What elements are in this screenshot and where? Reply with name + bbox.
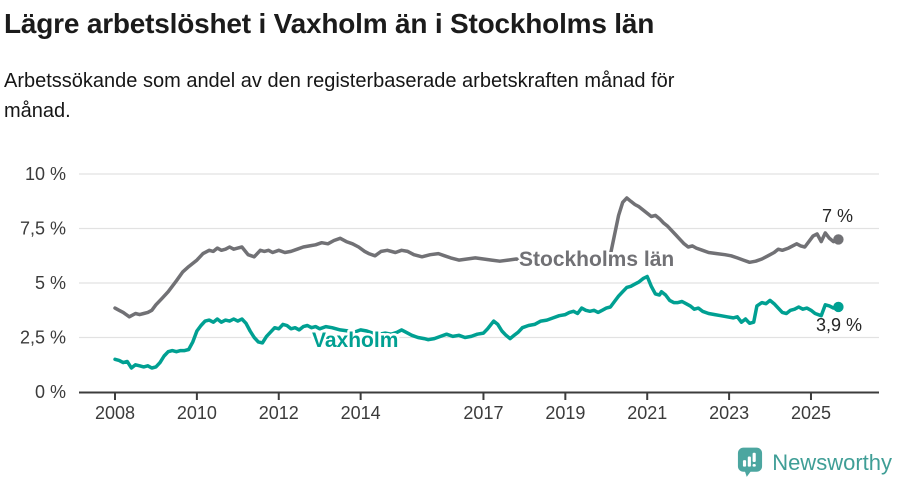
x-axis-label: 2025 [791, 403, 831, 423]
x-axis-label: 2008 [95, 403, 135, 423]
series-line-vaxholm [113, 274, 841, 370]
x-axis-label: 2014 [341, 403, 381, 423]
y-axis-label: 7,5 % [20, 219, 66, 239]
brand-name: Newsworthy [772, 449, 892, 475]
series-label-vaxholm: Vaxholm [312, 329, 398, 352]
unemployment-line-chart: 2008 2010 2012 2014 2017 2019 2021 2023 2025 0 % 2… [20, 164, 879, 423]
y-axis-label: 0 % [35, 382, 66, 402]
x-axis-label: 2010 [177, 403, 217, 423]
series-end-value-vaxholm: 3,9 % [816, 315, 862, 335]
x-axis-label: 2021 [627, 403, 667, 423]
page-title: Lägre arbetslöshet i Vaxholm än i Stockh… [4, 8, 655, 39]
x-axis-label: 2017 [463, 403, 503, 423]
chart-header: Lägre arbetslöshet i Vaxholm än i Stockh… [0, 8, 900, 126]
y-axis-label: 2,5 % [20, 328, 66, 348]
newsworthy-logo-icon [738, 447, 763, 477]
y-axis-label: 10 % [25, 164, 66, 184]
series-end-value-stockholms-l-n: 7 % [822, 206, 853, 226]
series-end-dot-stockholms-l-n [833, 234, 844, 245]
series-end-dot-vaxholm [833, 301, 844, 313]
x-axis-label: 2019 [545, 403, 585, 423]
brand-footer: Newsworthy [737, 447, 892, 478]
series-line-stockholms-l-n [113, 196, 841, 319]
series-label-stockholms-l-n: Stockholms län [519, 248, 674, 271]
x-axis-label: 2012 [259, 403, 299, 423]
y-axis-label: 5 % [35, 273, 66, 293]
page-subtitle: Arbetssökande som andel av den registerb… [4, 70, 675, 123]
x-axis-label: 2023 [709, 403, 749, 423]
